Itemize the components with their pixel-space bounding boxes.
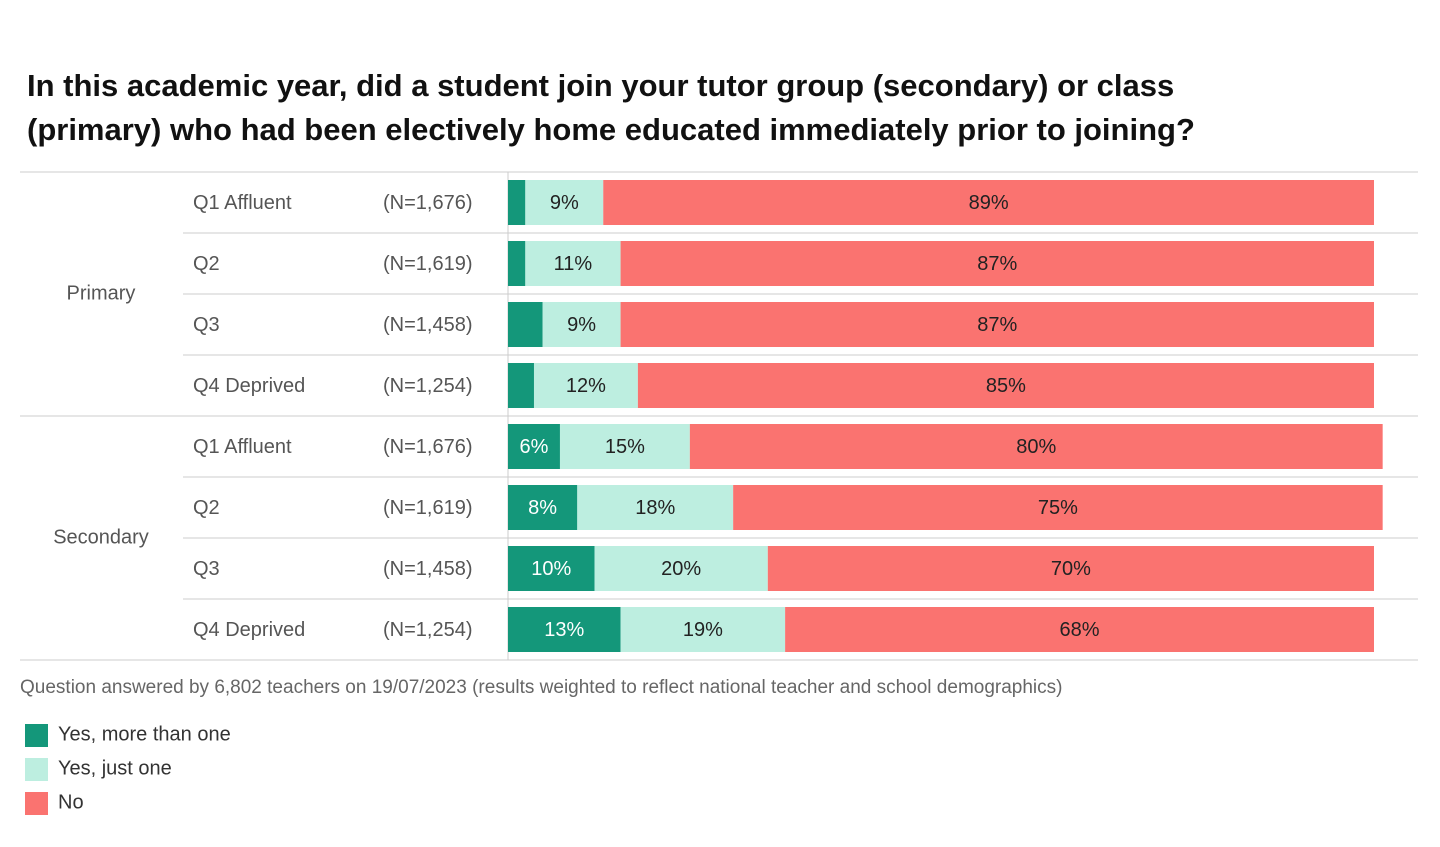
footnote: Question answered by 6,802 teachers on 1… (20, 677, 1062, 698)
bar-segment (620, 302, 1374, 347)
bar-segment (508, 180, 526, 225)
legend-swatch (25, 758, 48, 781)
value-label: 6% (520, 436, 549, 458)
chart-title: In this academic year, did a student joi… (27, 68, 1195, 147)
value-label: 87% (977, 314, 1017, 336)
n-label: (N=1,619) (383, 497, 473, 519)
value-label: 8% (528, 497, 557, 519)
n-label: (N=1,676) (383, 192, 473, 214)
value-label: 70% (1051, 558, 1091, 580)
category-label: Q2 (193, 253, 220, 275)
group-label: Primary (67, 282, 136, 304)
bar-segment (508, 363, 534, 408)
n-label: (N=1,458) (383, 314, 473, 336)
legend-label: Yes, more than one (58, 723, 231, 745)
bar-segment (533, 363, 638, 408)
category-label: Q1 Affluent (193, 192, 292, 214)
n-label: (N=1,619) (383, 253, 473, 275)
category-label: Q4 Deprived (193, 619, 305, 641)
legend-label: No (58, 791, 84, 813)
category-label: Q1 Affluent (193, 436, 292, 458)
value-label: 10% (531, 558, 571, 580)
value-label: 9% (567, 314, 596, 336)
bar-segment (559, 424, 690, 469)
value-label: 18% (635, 497, 675, 519)
n-label: (N=1,458) (383, 558, 473, 580)
value-label: 12% (566, 375, 606, 397)
bar-segment (594, 546, 768, 591)
category-label: Q4 Deprived (193, 375, 305, 397)
bar-segment (689, 424, 1383, 469)
n-label: (N=1,254) (383, 619, 473, 641)
bar-segment (577, 485, 734, 530)
value-label: 20% (661, 558, 701, 580)
value-label: 13% (544, 619, 584, 641)
category-label: Q2 (193, 497, 220, 519)
value-label: 85% (986, 375, 1026, 397)
bar-segment (508, 302, 543, 347)
bar-segment (508, 485, 578, 530)
value-label: 15% (605, 436, 645, 458)
value-label: 87% (977, 253, 1017, 275)
legend-swatch (25, 792, 48, 815)
bar-segment (508, 424, 560, 469)
bar-segment (733, 485, 1383, 530)
value-label: 68% (1060, 619, 1100, 641)
value-label: 80% (1016, 436, 1056, 458)
bar-segment (508, 546, 595, 591)
value-label: 11% (554, 253, 593, 275)
bar-segment (508, 241, 526, 286)
bar-segment (767, 546, 1374, 591)
bar-segment (525, 241, 621, 286)
bar-segment (603, 180, 1374, 225)
value-label: 19% (683, 619, 723, 641)
bar-segment (525, 180, 604, 225)
bar-segment (542, 302, 621, 347)
value-label: 9% (550, 192, 579, 214)
n-label: (N=1,676) (383, 436, 473, 458)
bar-segment (620, 607, 786, 652)
n-label: (N=1,254) (383, 375, 473, 397)
value-label: 89% (969, 192, 1009, 214)
bar-segment (508, 607, 621, 652)
bar-segment (637, 363, 1374, 408)
group-label: Secondary (53, 526, 149, 548)
bar-segment (785, 607, 1374, 652)
legend-label: Yes, just one (58, 757, 172, 779)
category-label: Q3 (193, 558, 220, 580)
bar-segment (620, 241, 1374, 286)
legend-swatch (25, 724, 48, 747)
value-label: 75% (1038, 497, 1078, 519)
category-label: Q3 (193, 314, 220, 336)
